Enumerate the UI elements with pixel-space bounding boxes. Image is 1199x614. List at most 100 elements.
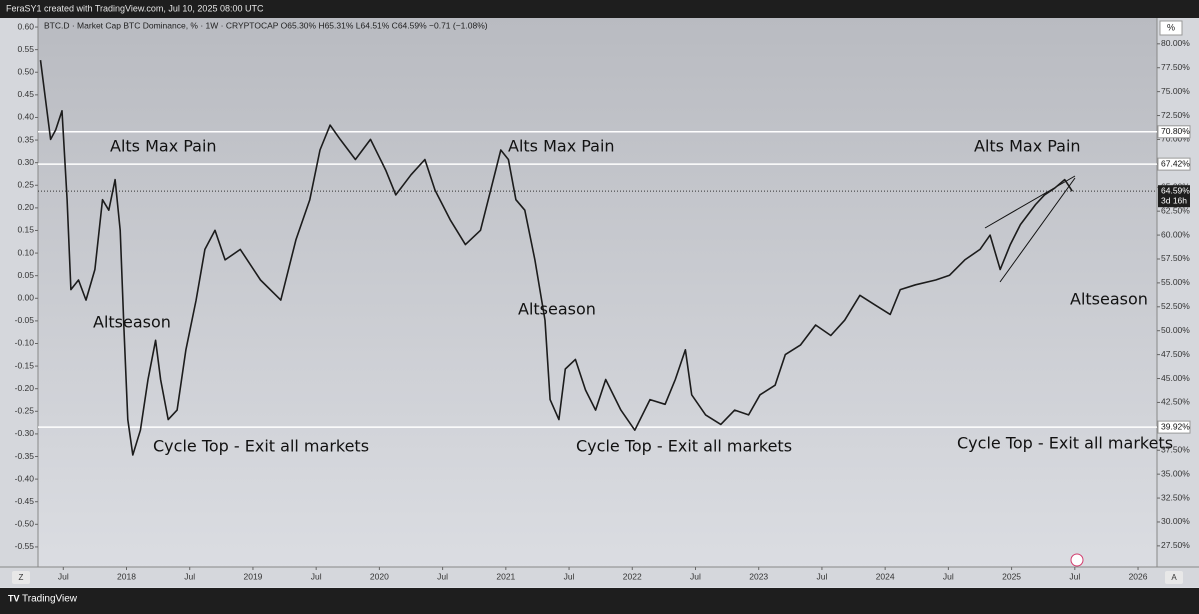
y2-tick-label: 0.05 <box>17 270 34 280</box>
annotation: Alts Max Pain <box>110 137 217 156</box>
y-tick-label: 27.50% <box>1161 540 1190 550</box>
y2-tick-label: 0.30 <box>17 157 34 167</box>
annotation: Alts Max Pain <box>974 137 1081 156</box>
y2-tick-label: 0.50 <box>17 66 34 76</box>
x-tick-label: Jul <box>184 571 195 581</box>
y2-tick-label: -0.55 <box>15 541 35 551</box>
x-tick-label: 2025 <box>1002 571 1021 581</box>
footer-logo: TV <box>8 593 20 603</box>
footer-bar <box>0 588 1199 609</box>
y-tick-label: 60.00% <box>1161 229 1190 239</box>
wedge-line <box>984 175 1076 229</box>
x-tick-label: Jul <box>690 571 701 581</box>
auto-button-label[interactable]: A <box>1171 573 1177 582</box>
level-label-box <box>1157 420 1191 434</box>
x-tick-label: 2021 <box>496 571 515 581</box>
y2-tick-label: -0.45 <box>15 496 35 506</box>
x-tick-label: Jul <box>58 571 69 581</box>
x-tick-label: Jul <box>311 571 322 581</box>
x-tick-label: 2026 <box>1129 571 1148 581</box>
footer-text: TradingView <box>22 594 78 605</box>
level-label-box <box>1157 157 1191 171</box>
x-tick-label: 2020 <box>370 571 389 581</box>
annotation: Cycle Top - Exit all markets <box>153 437 369 456</box>
x-tick-label: Jul <box>564 571 575 581</box>
legend-text: BTC.D · Market Cap BTC Dominance, % · 1W… <box>44 20 488 30</box>
x-tick-label: Jul <box>1069 571 1080 581</box>
last-price-box <box>1158 185 1190 208</box>
event-icon[interactable] <box>1070 553 1084 567</box>
x-tick-label: Jul <box>816 571 827 581</box>
annotation: Cycle Top - Exit all markets <box>957 434 1173 453</box>
y-tick-label: 52.50% <box>1161 301 1190 311</box>
x-tick-label: Jul <box>437 571 448 581</box>
y2-tick-label: 0.20 <box>17 202 34 212</box>
scale-button-label[interactable]: Z <box>19 573 24 582</box>
y-tick-label: 72.50% <box>1161 110 1190 120</box>
price-line <box>39 59 1073 456</box>
y2-tick-label: 0.00 <box>17 293 34 303</box>
y-tick-label: 80.00% <box>1161 38 1190 48</box>
unit-box <box>1159 20 1183 36</box>
y-tick-label: 35.00% <box>1161 468 1190 478</box>
x-tick-label: 2023 <box>749 571 768 581</box>
y2-tick-label: -0.20 <box>15 383 35 393</box>
y-tick-label: 55.00% <box>1161 277 1190 287</box>
y2-tick-label: 0.15 <box>17 225 34 235</box>
annotation: Altseason <box>518 300 596 319</box>
header-bar <box>0 0 1199 18</box>
y-tick-label: 57.50% <box>1161 253 1190 263</box>
x-tick-label: Jul <box>943 571 954 581</box>
y2-tick-label: -0.10 <box>15 338 35 348</box>
level-label: 67.42% <box>1161 158 1190 168</box>
y-tick-label: 62.50% <box>1161 205 1190 215</box>
y-tick-label: 77.50% <box>1161 62 1190 72</box>
right-axis <box>1157 18 1199 568</box>
y2-tick-label: -0.40 <box>15 473 35 483</box>
left-axis <box>0 18 38 568</box>
y2-tick-label: -0.15 <box>15 360 35 370</box>
y-tick-label: 30.00% <box>1161 516 1190 526</box>
annotation: Altseason <box>93 313 171 332</box>
y-tick-label: 37.50% <box>1161 444 1190 454</box>
chart-background <box>0 18 1199 588</box>
x-tick-label: 2018 <box>117 571 136 581</box>
y-tick-label: 42.50% <box>1161 397 1190 407</box>
y2-tick-label: 0.40 <box>17 112 34 122</box>
last-price-label: 64.59% <box>1161 185 1190 195</box>
y-tick-label: 75.00% <box>1161 86 1190 96</box>
annotation: Altseason <box>1070 290 1148 309</box>
y2-tick-label: -0.05 <box>15 315 35 325</box>
x-tick-label: 2024 <box>876 571 895 581</box>
y2-tick-label: -0.30 <box>15 428 35 438</box>
level-label-box <box>1157 125 1191 139</box>
level-label: 39.92% <box>1161 421 1190 431</box>
level-label: 70.80% <box>1161 126 1190 136</box>
x-tick-label: 2022 <box>623 571 642 581</box>
scale-button[interactable] <box>12 571 30 584</box>
countdown-label: 3d 16h <box>1161 195 1187 205</box>
y2-tick-label: 0.10 <box>17 247 34 257</box>
y-tick-label: 70.00% <box>1161 134 1190 144</box>
y2-tick-label: 0.60 <box>17 21 34 31</box>
y-tick-label: 50.00% <box>1161 325 1190 335</box>
y-tick-label: 45.00% <box>1161 373 1190 383</box>
y-tick-label: 47.50% <box>1161 349 1190 359</box>
header-text: FeraSY1 created with TradingView.com, Ju… <box>6 3 264 13</box>
y-tick-label: 32.50% <box>1161 492 1190 502</box>
y2-tick-label: -0.50 <box>15 519 35 529</box>
y2-tick-label: 0.25 <box>17 180 34 190</box>
y2-tick-label: -0.25 <box>15 406 35 416</box>
y2-tick-label: 0.35 <box>17 134 34 144</box>
y2-tick-label: 0.45 <box>17 89 34 99</box>
annotation: Cycle Top - Exit all markets <box>576 437 792 456</box>
x-tick-label: 2019 <box>243 571 262 581</box>
time-axis <box>0 567 1199 587</box>
auto-button[interactable] <box>1165 571 1183 584</box>
unit-label: % <box>1167 22 1175 32</box>
wedge-line <box>999 177 1076 283</box>
y2-tick-label: -0.35 <box>15 451 35 461</box>
y2-tick-label: 0.55 <box>17 44 34 54</box>
